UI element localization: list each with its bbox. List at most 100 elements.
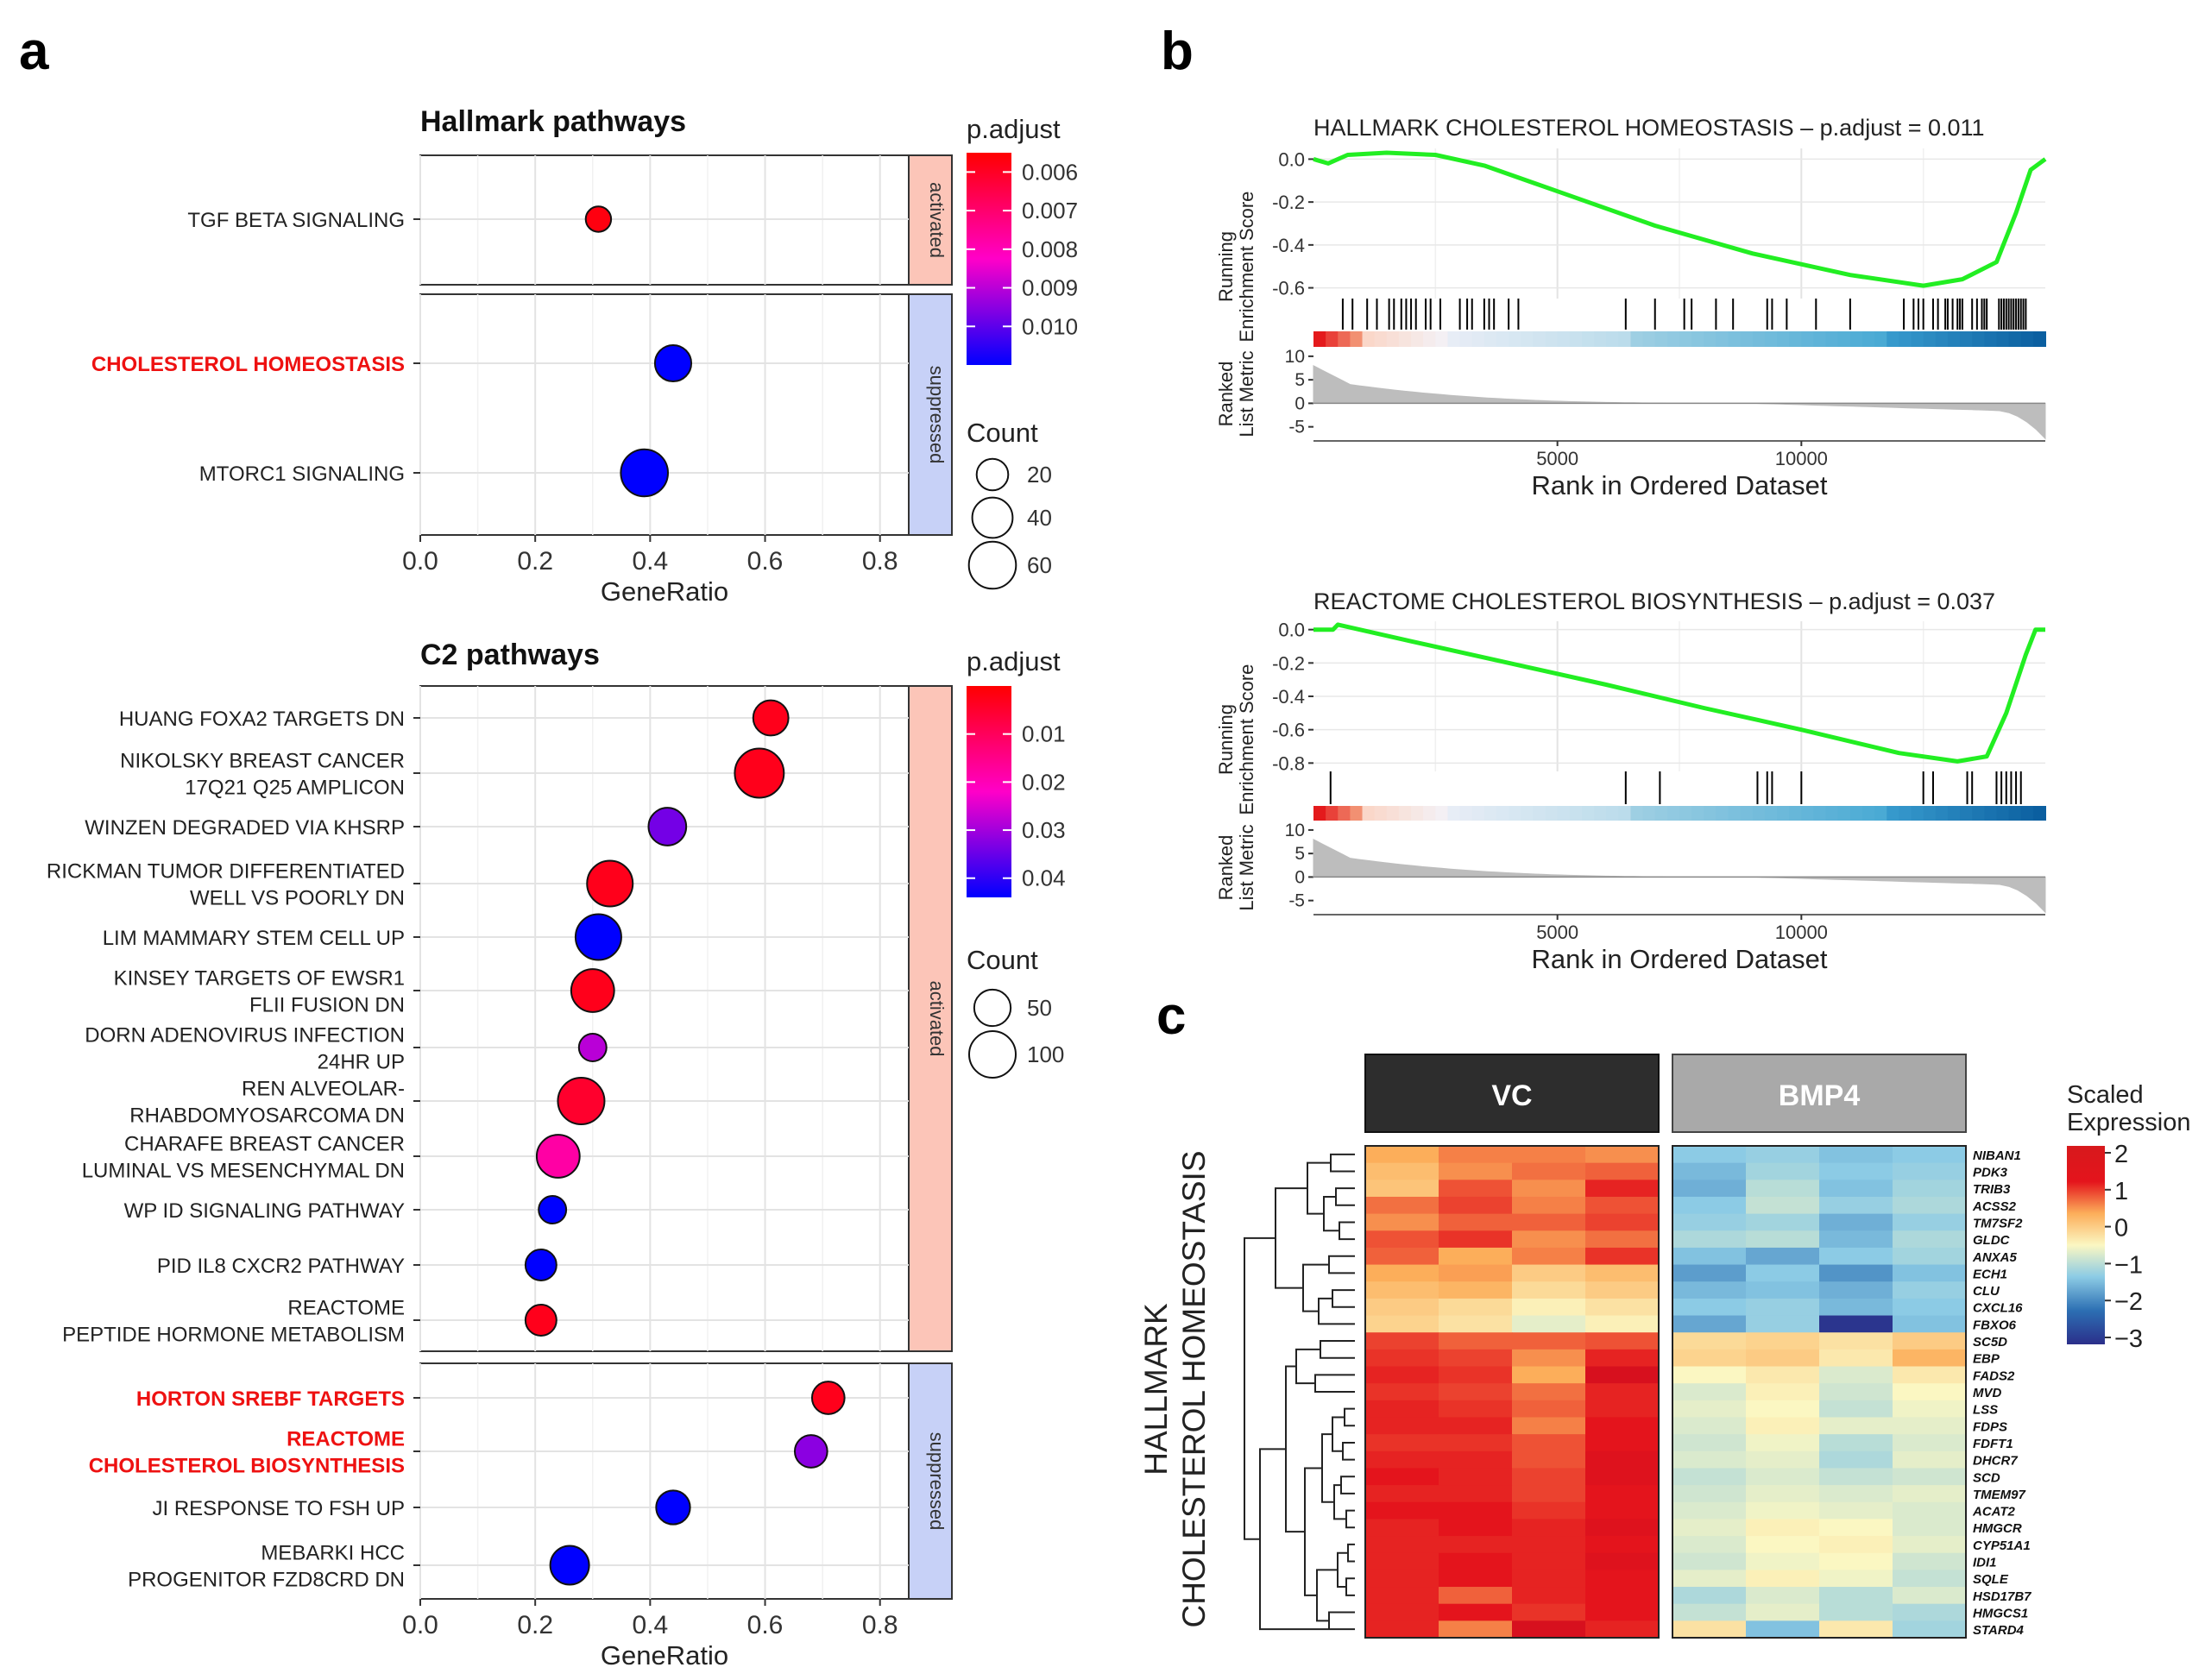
term-label: FLII FUSION DN [249, 994, 405, 1017]
heatmap-cell [1365, 1587, 1439, 1605]
heatmap-cell [1672, 1264, 1747, 1282]
heatmap-cell [1365, 1349, 1439, 1368]
plot-title: Hallmark pathways [420, 105, 686, 138]
y-tick-label: -0.6 [1272, 278, 1305, 299]
size-legend-label: 40 [1027, 505, 1052, 531]
y-tick-label: -0.2 [1272, 652, 1305, 674]
term-label: LUMINAL VS MESENCHYMAL DN [82, 1160, 405, 1183]
legend: p.adjust 0.006 0.007 0.008 0.009 0.010 Count 20… [967, 114, 1078, 590]
heatmap-cell [1746, 1417, 1820, 1435]
heatmap-cell [1746, 1298, 1820, 1317]
x-axis-label: Rank in Ordered Dataset [1532, 944, 1828, 974]
heatmap-cell [1672, 1603, 1747, 1621]
heatmap-cell [1746, 1519, 1820, 1537]
y-tick-label: -5 [1288, 418, 1305, 437]
heatmap-cell [1365, 1603, 1439, 1621]
rank-bar-segment [1533, 806, 1546, 821]
heatmap-cell [1893, 1281, 1967, 1299]
size-legend-circle [967, 540, 1017, 590]
legend-title-size: Count [967, 418, 1038, 448]
gene-label: FDPS [1973, 1419, 2007, 1434]
heatmap-cell [1512, 1603, 1586, 1621]
heatmap-cell [1585, 1281, 1660, 1299]
data-point [810, 1381, 846, 1415]
term-label: 24HR UP [318, 1051, 405, 1074]
term-label: CHARAFE BREAST CANCER [124, 1133, 405, 1156]
heatmap-cell [1512, 1417, 1586, 1435]
panel-letter-c: c [1156, 986, 1186, 1046]
heatmap-cell [1819, 1162, 1893, 1180]
rank-bar-segment [1557, 331, 1571, 347]
heatmap-cell [1365, 1536, 1439, 1554]
heatmap-cell [1819, 1519, 1893, 1537]
heatmap-cell [1585, 1552, 1660, 1570]
rank-bar-segment [1545, 806, 1559, 821]
heatmap-cell [1585, 1180, 1660, 1198]
heatmap-cell [1746, 1264, 1820, 1282]
heatmap-cell [1512, 1536, 1586, 1554]
heatmap-cell [1819, 1298, 1893, 1317]
heatmap-cell [1672, 1519, 1747, 1537]
heatmap-cell [1746, 1349, 1820, 1368]
legend-tick-label: −3 [2114, 1325, 2143, 1353]
heatmap-cell [1746, 1332, 1820, 1350]
rank-bar-segment [1837, 331, 1851, 347]
rank-bar-segment [1728, 331, 1742, 347]
heatmap-cell [1893, 1146, 1967, 1164]
heatmap-cell [1819, 1349, 1893, 1368]
heatmap-cell [1512, 1180, 1586, 1198]
heatmap-cell [1585, 1450, 1660, 1469]
rank-bar-segment [1849, 331, 1863, 347]
facet-strip-label: activated [926, 980, 948, 1056]
heatmap-cell [1893, 1434, 1967, 1452]
heatmap-cell [1893, 1162, 1967, 1180]
y-tick-label: -0.4 [1272, 686, 1305, 708]
heatmap-cell [1512, 1587, 1586, 1605]
rank-bar-segment [1837, 806, 1851, 821]
heatmap-cell [1439, 1468, 1513, 1486]
rank-bar-segment [1899, 331, 1912, 347]
heatmap-cell [1512, 1349, 1586, 1368]
heatmap-cell [1746, 1213, 1820, 1231]
heatmap-cell [1439, 1587, 1513, 1605]
y-axis-label: Running [1215, 231, 1237, 302]
data-point [557, 1077, 606, 1125]
rank-bar-segment [1801, 331, 1815, 347]
heatmap-cell [1439, 1552, 1513, 1570]
rank-bar-segment [1581, 806, 1596, 821]
rank-bar-segment [2008, 806, 2022, 821]
term-label: MTORC1 SIGNALING [199, 462, 405, 486]
data-point [734, 747, 785, 799]
heatmap-cell [1585, 1501, 1660, 1520]
term-label: PEPTIDE HORMONE METABOLISM [62, 1324, 405, 1347]
heatmap-cell [1819, 1281, 1893, 1299]
rank-bar-segment [1654, 331, 1668, 347]
heatmap-cell [1365, 1196, 1439, 1215]
rank-bar-segment [1569, 806, 1583, 821]
heatmap-cell [1746, 1434, 1820, 1452]
heatmap-cell [1365, 1332, 1439, 1350]
heatmap-cell [1439, 1213, 1513, 1231]
heatmap-cell [1672, 1620, 1747, 1639]
heatmap-cell [1439, 1230, 1513, 1249]
rank-bar-segment [1911, 331, 1924, 347]
rank-bar-segment [1483, 331, 1497, 347]
heatmap-cell [1672, 1247, 1747, 1266]
hits-panel [1313, 299, 2045, 330]
hallmark-dotplot: Hallmark pathways activated TGF BETA SIGNA… [91, 105, 1078, 607]
gene-label: STARD4 [1973, 1623, 2025, 1638]
heatmap-cell [1746, 1366, 1820, 1384]
heatmap-cell [1365, 1230, 1439, 1249]
rank-bar-segment [1654, 806, 1668, 821]
x-tick-label: 0.8 [862, 547, 898, 576]
heatmap-cell [1439, 1570, 1513, 1588]
gene-label: NIBAN1 [1973, 1148, 2021, 1163]
facet-suppressed: suppressed CHOLESTEROL HOMEOSTASIS MTORC1 … [91, 293, 953, 536]
data-point [655, 1489, 691, 1526]
rank-bar-segment [1459, 331, 1473, 347]
color-bar [967, 153, 1011, 365]
heatmap-cell [1365, 1417, 1439, 1435]
heatmap-cell [1672, 1213, 1747, 1231]
rank-bar-segment [1666, 331, 1680, 347]
heatmap-cell [1365, 1450, 1439, 1469]
